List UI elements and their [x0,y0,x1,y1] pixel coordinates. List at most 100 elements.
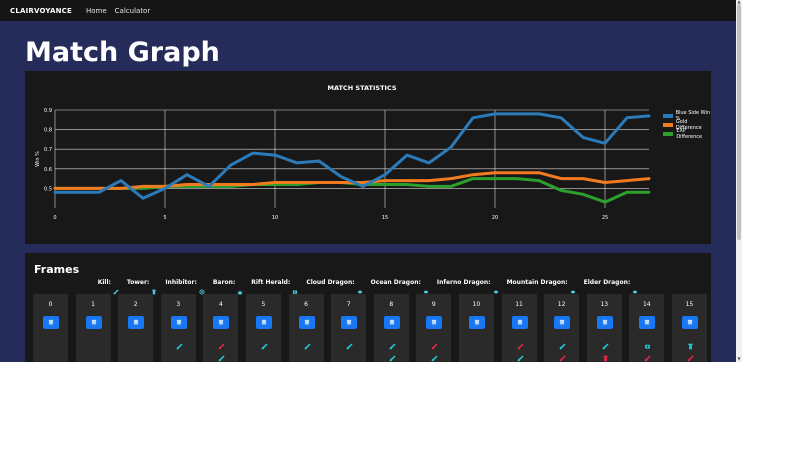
event-legend-label: Elder Dragon: [583,279,631,286]
nav-link-calculator[interactable]: Calculator [114,6,151,15]
navbar: CLAIRVOYANCE Home Calculator [0,0,736,21]
frame-select-button[interactable] [255,316,272,329]
frames-title: Frames [34,263,80,276]
x-tick-label: 10 [272,215,278,221]
chart-legend: Blue Side Win % Gold Difference EXP Differ… [663,110,711,140]
frame-select-button[interactable] [341,316,358,329]
herald-icon [644,335,651,349]
page-viewport: CLAIRVOYANCE Home Calculator Match Graph… [0,0,736,362]
frame-number: 4 [218,301,223,308]
sword-icon [261,335,268,350]
sword-icon [431,335,438,350]
frame-select-button[interactable] [511,316,528,329]
legend-swatch [663,122,673,127]
frame-card: 4 [203,294,239,362]
scroll-up-arrow-icon[interactable]: ▲ [737,0,741,4]
legend-item[interactable]: EXP Difference [663,128,711,140]
sword-icon [559,359,566,362]
frame-card: 3 [160,294,196,362]
sword-icon [644,347,651,362]
brand-logo[interactable]: CLAIRVOYANCE [10,6,72,15]
x-tick-label: 0 [53,215,56,221]
frame-select-button[interactable] [639,316,656,329]
sword-icon [517,359,524,362]
event-legend-label: Mountain Dragon: [506,279,568,286]
elder-dragon-icon [632,280,638,293]
calendar-icon [134,319,139,325]
frame-select-button[interactable] [43,316,59,329]
scrollbar-thumb[interactable] [737,4,741,240]
event-legend-label: Baron: [212,279,236,286]
frame-select-button[interactable] [298,316,315,329]
scroll-down-arrow-icon[interactable]: ▼ [737,356,741,361]
legend-item[interactable]: Blue Side Win % [663,110,711,122]
legend-swatch [663,113,673,118]
event-legend-item: Inhibitor: [165,279,205,295]
frame-select-button[interactable] [596,316,613,329]
frame-card: 7 [331,294,367,362]
frames-panel: Frames Kill: Tower: Inhibitor: Baron: Rift H… [25,253,711,362]
sword-icon [218,335,225,350]
legend-label: Gold Difference [675,118,702,131]
sword-icon [304,335,311,350]
frame-select-button[interactable] [85,316,102,329]
frame-number: 2 [133,301,138,308]
sword-icon [389,335,396,350]
calendar-icon [432,319,437,325]
sword-icon [389,359,396,362]
frame-select-button[interactable] [468,316,485,329]
sword-icon [602,335,609,350]
x-tick-label: 5 [163,215,166,221]
calendar-icon [602,319,607,325]
sword-icon [176,335,183,350]
nav-link-home[interactable]: Home [86,6,107,15]
event-legend: Kill: Tower: Inhibitor: Baron: Rift Herald: C… [25,279,711,295]
y-tick-label: 0.6 [44,167,52,173]
frame-select-button[interactable] [170,316,187,329]
calendar-icon [219,319,224,325]
frame-card: 1 [75,294,111,362]
frame-number: 6 [304,301,308,308]
calendar-icon [261,319,267,325]
frame-number: 12 [557,301,566,308]
y-tick-label: 0.5 [44,186,52,192]
frame-card: 6 [288,294,324,362]
frame-number: 1 [91,301,95,308]
frame-select-button[interactable] [128,316,145,329]
frame-select-button[interactable] [426,316,443,329]
frame-number: 3 [176,301,181,308]
frame-number: 10 [472,301,481,308]
legend-item[interactable]: Gold Difference [663,118,711,131]
sword-icon [687,359,694,362]
sword-icon [644,359,651,362]
frame-select-button[interactable] [383,316,400,329]
frame-select-button[interactable] [681,316,698,329]
frame-number: 0 [48,301,53,308]
sword-icon [218,359,225,362]
frame-select-button[interactable] [213,316,230,329]
chart-svg: MATCH STATISTICS 0.5 0.6 0.7 0.8 0.9 0 5 10 15 20 2… [35,84,651,221]
sword-icon [687,347,694,362]
frame-number: 11 [515,301,523,308]
frame-card: 8 [373,294,409,362]
event-legend-item: Elder Dragon: [583,279,639,293]
calendar-icon [560,319,565,325]
event-legend-item: Tower: [127,279,157,294]
event-legend-label: Ocean Dragon: [370,279,421,286]
frame-select-button[interactable] [554,316,571,329]
tower-icon [687,335,694,350]
sword-icon [559,347,566,362]
sword-icon [346,335,353,350]
frame-number: 5 [261,301,266,308]
legend-swatch [663,131,674,136]
frame-number: 14 [642,301,651,308]
event-legend-item: Cloud Dragon: [306,279,363,293]
frame-card: 5 [245,294,281,362]
frame-card: 12 [544,294,580,362]
event-legend-label: Inhibitor: [165,279,197,286]
chart-title: MATCH STATISTICS [328,84,397,92]
frame-card: 2 [118,294,154,362]
event-legend-label: Kill: [97,279,111,286]
calendar-icon [645,319,650,325]
frame-card: 0 [33,294,68,362]
